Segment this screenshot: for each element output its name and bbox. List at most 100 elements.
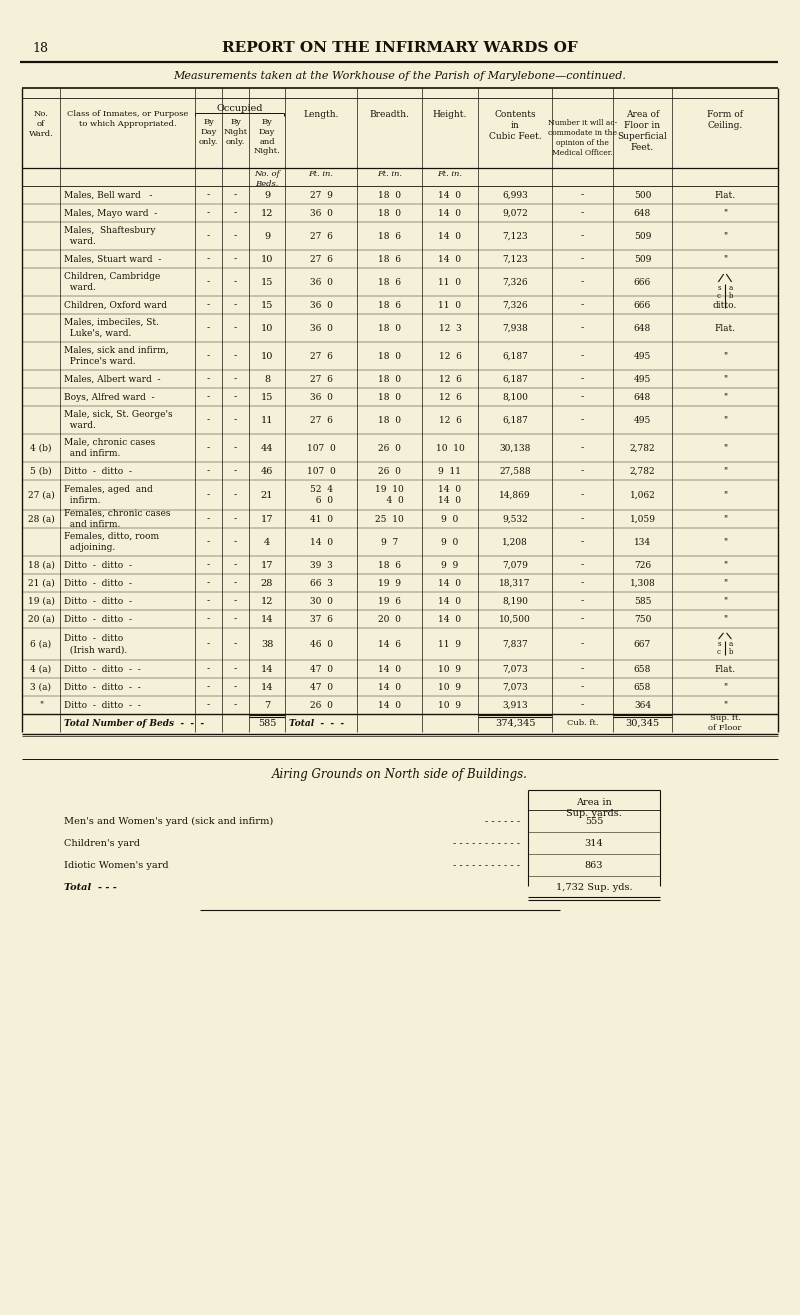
Text: 10,500: 10,500 bbox=[499, 614, 531, 623]
Text: -: - bbox=[234, 255, 237, 263]
Text: Flat.: Flat. bbox=[714, 664, 735, 673]
Text: -: - bbox=[207, 467, 210, 476]
Text: 509: 509 bbox=[634, 231, 651, 241]
Text: 666: 666 bbox=[634, 301, 651, 309]
Text: -: - bbox=[234, 701, 237, 710]
Text: -: - bbox=[207, 614, 210, 623]
Text: -: - bbox=[234, 538, 237, 547]
Text: Ditto  -  ditto
  (Irish ward).: Ditto - ditto (Irish ward). bbox=[64, 634, 127, 654]
Text: 6,993: 6,993 bbox=[502, 191, 528, 200]
Text: ": " bbox=[723, 351, 727, 360]
Text: -: - bbox=[207, 514, 210, 523]
Text: 18: 18 bbox=[32, 42, 48, 54]
Text: -: - bbox=[581, 579, 584, 588]
Text: 7,837: 7,837 bbox=[502, 639, 528, 648]
Text: 36  0: 36 0 bbox=[310, 209, 333, 217]
Text: 7,326: 7,326 bbox=[502, 301, 528, 309]
Text: 14,869: 14,869 bbox=[499, 490, 531, 500]
Text: 37  6: 37 6 bbox=[310, 614, 333, 623]
Text: a: a bbox=[729, 284, 733, 292]
Text: s: s bbox=[718, 640, 721, 648]
Text: Airing Grounds on North side of Buildings.: Airing Grounds on North side of Building… bbox=[272, 768, 528, 781]
Text: -: - bbox=[234, 209, 237, 217]
Text: Males, Albert ward  -: Males, Albert ward - bbox=[64, 375, 161, 384]
Text: 18  6: 18 6 bbox=[378, 255, 401, 263]
Text: 1,732 Sup. yds.: 1,732 Sup. yds. bbox=[556, 884, 632, 893]
Text: 1,208: 1,208 bbox=[502, 538, 528, 547]
Text: Number it will ac-
commodate in the
opinion of the
Medical Officer.: Number it will ac- commodate in the opin… bbox=[548, 120, 617, 156]
Text: a: a bbox=[729, 640, 733, 648]
Text: 14  0: 14 0 bbox=[438, 231, 462, 241]
Text: 4 (a): 4 (a) bbox=[30, 664, 51, 673]
Text: 14  0: 14 0 bbox=[438, 597, 462, 605]
Text: -: - bbox=[581, 375, 584, 384]
Text: 27,588: 27,588 bbox=[499, 467, 531, 476]
Text: -: - bbox=[581, 597, 584, 605]
Text: 26  0: 26 0 bbox=[310, 701, 333, 710]
Text: 314: 314 bbox=[585, 839, 603, 847]
Text: Females, chronic cases
  and infirm.: Females, chronic cases and infirm. bbox=[64, 509, 170, 529]
Text: -: - bbox=[234, 416, 237, 425]
Text: -: - bbox=[234, 443, 237, 452]
Text: 36  0: 36 0 bbox=[310, 301, 333, 309]
Text: 14  0: 14 0 bbox=[438, 209, 462, 217]
Text: 27 (a): 27 (a) bbox=[28, 490, 54, 500]
Text: -: - bbox=[581, 255, 584, 263]
Text: 15: 15 bbox=[261, 301, 273, 309]
Text: -: - bbox=[234, 323, 237, 333]
Text: - - - - - -: - - - - - - bbox=[485, 817, 520, 826]
Text: Total  - - -: Total - - - bbox=[64, 884, 117, 893]
Text: 658: 658 bbox=[634, 664, 651, 673]
Text: -: - bbox=[581, 560, 584, 569]
Text: 17: 17 bbox=[261, 560, 274, 569]
Text: 364: 364 bbox=[634, 701, 651, 710]
Text: -: - bbox=[581, 682, 584, 692]
Text: 18 (a): 18 (a) bbox=[27, 560, 54, 569]
Text: 648: 648 bbox=[634, 209, 651, 217]
Text: ": " bbox=[723, 597, 727, 605]
Text: 5 (b): 5 (b) bbox=[30, 467, 52, 476]
Text: 10  9: 10 9 bbox=[438, 701, 462, 710]
Text: 3 (a): 3 (a) bbox=[30, 682, 51, 692]
Text: 8,190: 8,190 bbox=[502, 597, 528, 605]
Text: -: - bbox=[581, 209, 584, 217]
Text: -: - bbox=[234, 639, 237, 648]
Text: -: - bbox=[234, 614, 237, 623]
Text: 1,059: 1,059 bbox=[630, 514, 655, 523]
Text: Occupied: Occupied bbox=[217, 104, 263, 113]
Text: Children's yard: Children's yard bbox=[64, 839, 140, 847]
Text: ": " bbox=[723, 538, 727, 547]
Text: -: - bbox=[581, 323, 584, 333]
Text: -: - bbox=[581, 490, 584, 500]
Text: Length.: Length. bbox=[303, 110, 338, 118]
Text: Area in
Sup. yards.: Area in Sup. yards. bbox=[566, 798, 622, 818]
Text: 38: 38 bbox=[261, 639, 273, 648]
Text: -: - bbox=[234, 392, 237, 401]
Text: -: - bbox=[207, 277, 210, 287]
Text: 750: 750 bbox=[634, 614, 651, 623]
Text: Males, Stuart ward  -: Males, Stuart ward - bbox=[64, 255, 162, 263]
Text: Area of
Floor in
Superficial
Feet.: Area of Floor in Superficial Feet. bbox=[618, 110, 667, 153]
Text: 11: 11 bbox=[261, 416, 274, 425]
Text: -: - bbox=[234, 597, 237, 605]
Text: -: - bbox=[234, 682, 237, 692]
Text: -: - bbox=[207, 664, 210, 673]
Text: 30  0: 30 0 bbox=[310, 597, 333, 605]
Text: -: - bbox=[581, 639, 584, 648]
Text: Cub. ft.: Cub. ft. bbox=[566, 719, 598, 727]
Text: 495: 495 bbox=[634, 375, 651, 384]
Text: 1,062: 1,062 bbox=[630, 490, 655, 500]
Text: 9  0: 9 0 bbox=[442, 514, 458, 523]
Text: No. of
Beds.: No. of Beds. bbox=[254, 170, 280, 188]
Text: ": " bbox=[723, 682, 727, 692]
Text: -: - bbox=[581, 277, 584, 287]
Text: Ditto  -  ditto  -: Ditto - ditto - bbox=[64, 467, 132, 476]
Text: Flat.: Flat. bbox=[714, 191, 735, 200]
Text: 14  0: 14 0 bbox=[438, 579, 462, 588]
Text: -: - bbox=[234, 351, 237, 360]
Text: 27  6: 27 6 bbox=[310, 351, 333, 360]
Text: By
Day
only.: By Day only. bbox=[199, 118, 218, 146]
Text: 27  9: 27 9 bbox=[310, 191, 333, 200]
Text: Children, Cambridge
  ward.: Children, Cambridge ward. bbox=[64, 272, 160, 292]
Text: 10: 10 bbox=[261, 255, 273, 263]
